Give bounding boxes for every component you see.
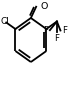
Text: F: F (62, 26, 67, 35)
Text: O: O (41, 2, 48, 11)
Text: F: F (43, 26, 48, 35)
Text: Cl: Cl (0, 17, 9, 26)
Text: F: F (54, 34, 59, 43)
